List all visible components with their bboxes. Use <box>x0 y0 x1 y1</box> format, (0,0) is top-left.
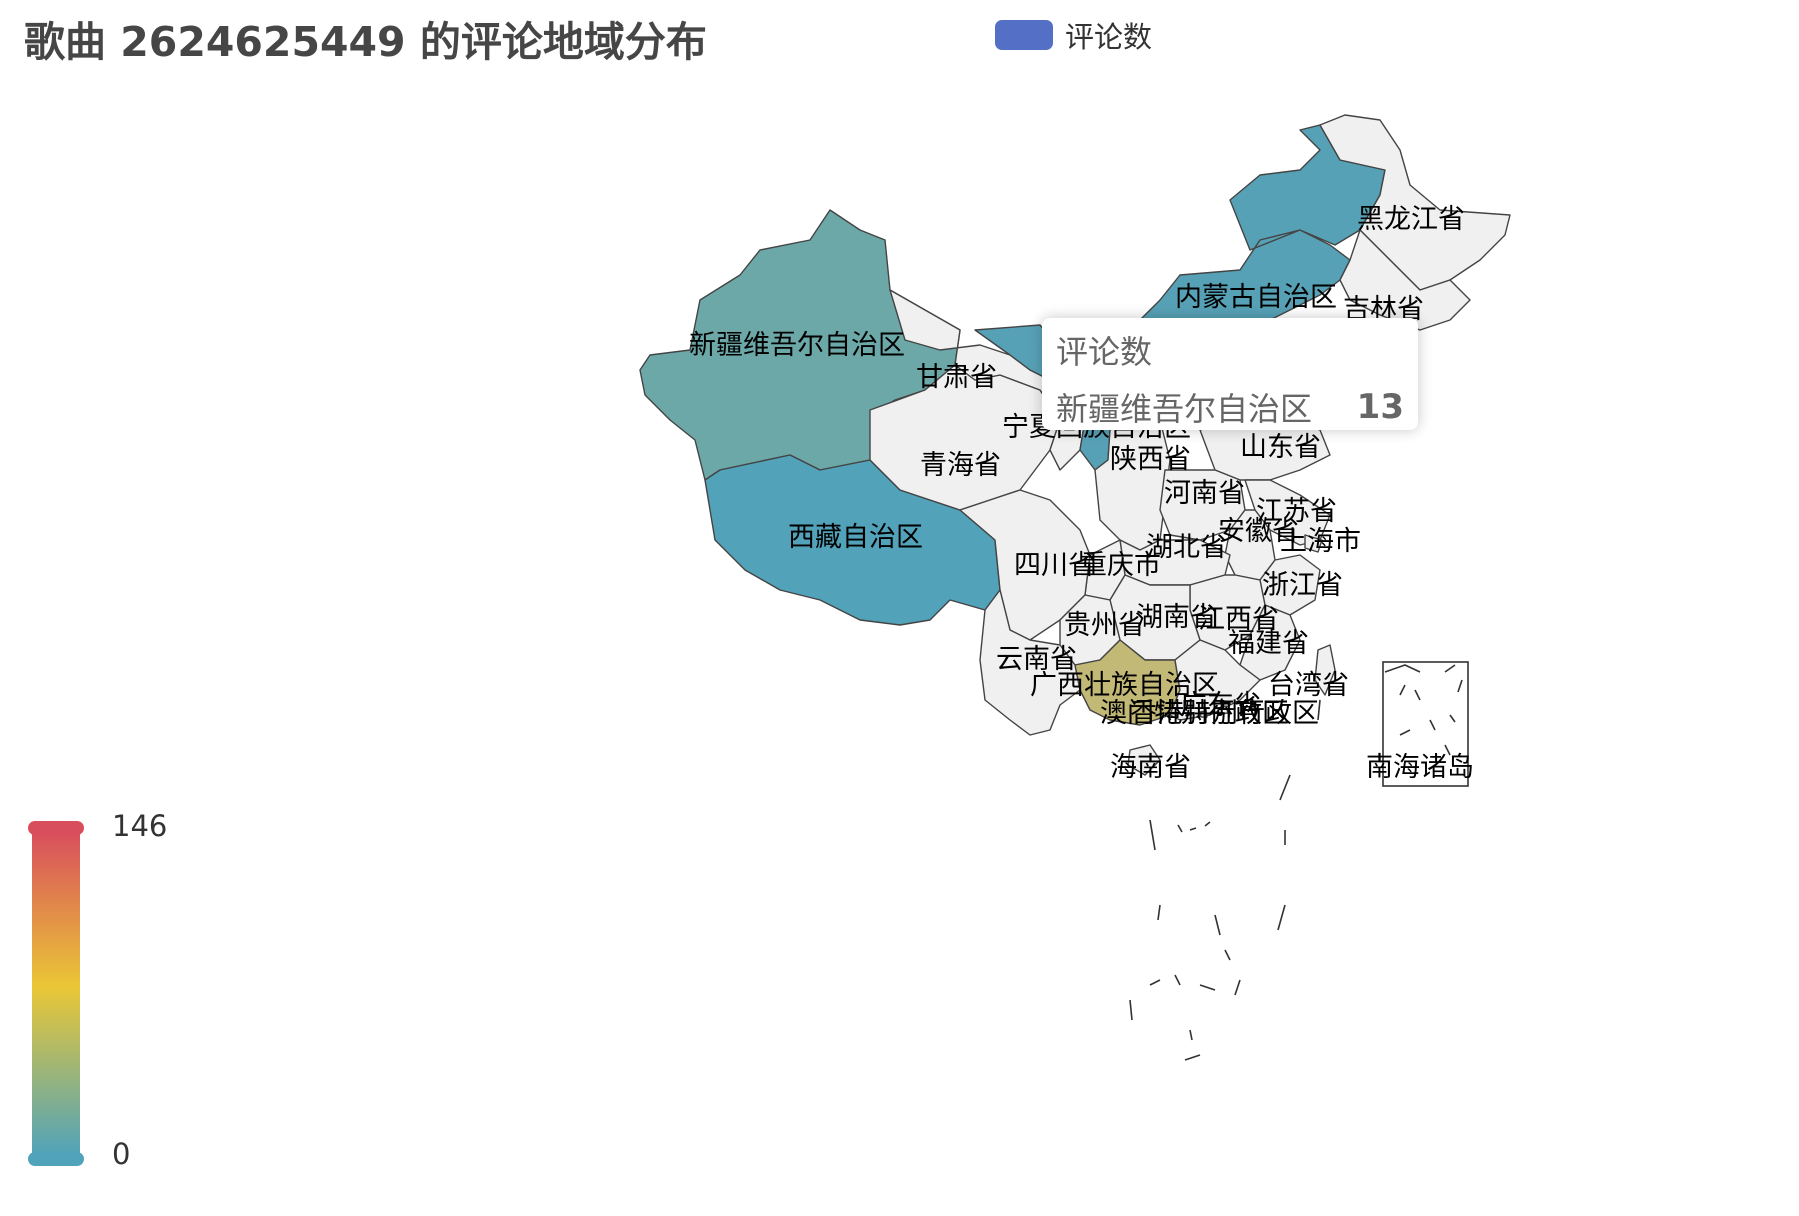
label-湖北省: 湖北省 <box>1146 532 1227 563</box>
label-安徽省: 安徽省 <box>1218 516 1299 547</box>
legend-label: 评论数 <box>1065 20 1153 54</box>
label-广东省: 广东省 <box>1180 690 1261 721</box>
label-黑龙江省: 黑龙江省 <box>1357 204 1465 235</box>
label-海南省: 海南省 <box>1110 752 1191 783</box>
visual-map-max-handle[interactable] <box>28 821 84 835</box>
region-广东省[interactable] <box>1169 639 1261 721</box>
label-西藏自治区: 西藏自治区 <box>788 522 923 553</box>
label-贵州省: 贵州省 <box>1064 610 1145 641</box>
region-上海市[interactable] <box>1304 534 1323 553</box>
label-台湾省: 台湾省 <box>1268 670 1349 701</box>
visual-map-gradient-bar <box>32 832 80 1155</box>
region-台湾省[interactable] <box>1314 644 1336 696</box>
label-内蒙古自治区: 内蒙古自治区 <box>1175 282 1337 313</box>
label-广西壮族自治区: 广西壮族自治区 <box>1030 670 1219 701</box>
region-香港特别行政区[interactable] <box>1217 705 1229 715</box>
region-黑龙江省[interactable] <box>1319 114 1511 291</box>
region-云南省[interactable] <box>979 589 1081 736</box>
region-吉林省[interactable] <box>1339 229 1471 331</box>
label-江西省: 江西省 <box>1198 604 1279 635</box>
label-河南省: 河南省 <box>1164 478 1245 509</box>
region-澳门特别行政区[interactable] <box>1199 710 1208 718</box>
chart-title: 歌曲 2624625449 的评论地域分布 <box>24 18 707 66</box>
tooltip-region-name: 新疆维吾尔自治区 <box>1056 390 1313 428</box>
visual-map: 146 0 <box>24 809 194 1175</box>
tooltip-value: 13 <box>1356 387 1404 427</box>
label-山东省: 山东省 <box>1240 432 1321 463</box>
visual-map-min-label: 0 <box>112 1137 131 1171</box>
label-云南省: 云南省 <box>996 644 1077 675</box>
label-甘肃省: 甘肃省 <box>916 362 997 393</box>
label-陕西省: 陕西省 <box>1110 444 1191 475</box>
visual-map-max-label: 146 <box>112 809 168 843</box>
label-上海市: 上海市 <box>1280 526 1361 557</box>
label-湖南省: 湖南省 <box>1136 602 1217 633</box>
label-福建省: 福建省 <box>1228 628 1309 659</box>
label-浙江省: 浙江省 <box>1262 570 1343 601</box>
tooltip-title: 评论数 <box>1056 333 1153 371</box>
label-四川省: 四川省 <box>1014 550 1095 581</box>
south-sea-inset-box <box>1382 661 1469 787</box>
label-青海省: 青海省 <box>920 450 1001 481</box>
label-南海诸岛: 南海诸岛 <box>1366 752 1474 783</box>
tooltip-row: 新疆维吾尔自治区 13 <box>1056 384 1404 430</box>
legend-swatch <box>995 20 1053 50</box>
label-新疆维吾尔自治区: 新疆维吾尔自治区 <box>689 330 905 361</box>
legend-item[interactable]: 评论数 <box>995 14 1152 56</box>
visual-map-min-handle[interactable] <box>28 1152 84 1166</box>
label-江苏省: 江苏省 <box>1256 496 1337 527</box>
label-重庆市: 重庆市 <box>1080 550 1161 581</box>
tooltip: 评论数 新疆维吾尔自治区 13 <box>1042 318 1418 430</box>
south-sea-islands <box>1129 699 1321 1061</box>
label-澳门特别行政区: 澳门特别行政区 <box>1100 698 1289 729</box>
region-海南省[interactable] <box>1127 744 1161 776</box>
region-甘肃省[interactable] <box>889 289 1086 471</box>
label-香港特别行政区: 香港特别行政区 <box>1130 698 1319 729</box>
